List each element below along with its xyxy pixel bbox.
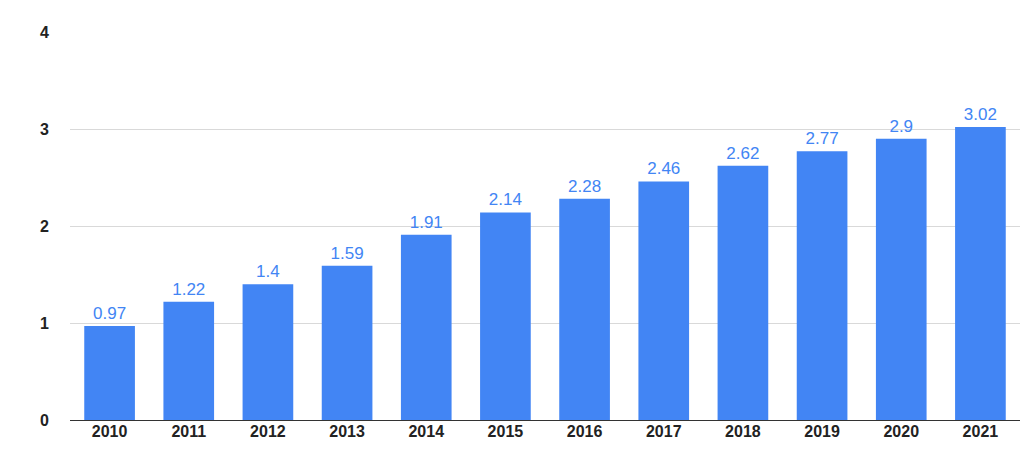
svg-text:2015: 2015 — [488, 423, 524, 440]
svg-text:2.77: 2.77 — [806, 129, 839, 148]
svg-text:2.14: 2.14 — [489, 190, 522, 209]
svg-text:2.62: 2.62 — [726, 144, 759, 163]
svg-text:2012: 2012 — [250, 423, 286, 440]
svg-text:4: 4 — [40, 24, 49, 41]
svg-text:1.91: 1.91 — [410, 213, 443, 232]
svg-text:2020: 2020 — [883, 423, 919, 440]
svg-text:2.9: 2.9 — [889, 117, 913, 136]
svg-text:2: 2 — [40, 218, 49, 235]
svg-text:2.46: 2.46 — [647, 159, 680, 178]
svg-text:3.02: 3.02 — [964, 105, 997, 124]
svg-text:1.22: 1.22 — [172, 280, 205, 299]
svg-text:2021: 2021 — [963, 423, 999, 440]
svg-text:0.97: 0.97 — [93, 304, 126, 323]
svg-text:2018: 2018 — [725, 423, 761, 440]
svg-text:1: 1 — [40, 315, 49, 332]
svg-text:2019: 2019 — [804, 423, 840, 440]
svg-text:2.28: 2.28 — [568, 177, 601, 196]
svg-text:2013: 2013 — [329, 423, 365, 440]
svg-text:2010: 2010 — [92, 423, 128, 440]
svg-text:3: 3 — [40, 121, 49, 138]
svg-text:2011: 2011 — [171, 423, 206, 440]
svg-text:0: 0 — [40, 412, 49, 429]
svg-text:1.59: 1.59 — [331, 244, 364, 263]
svg-text:1.4: 1.4 — [256, 262, 280, 281]
svg-text:2016: 2016 — [567, 423, 603, 440]
svg-text:2017: 2017 — [646, 423, 682, 440]
svg-text:2014: 2014 — [408, 423, 444, 440]
